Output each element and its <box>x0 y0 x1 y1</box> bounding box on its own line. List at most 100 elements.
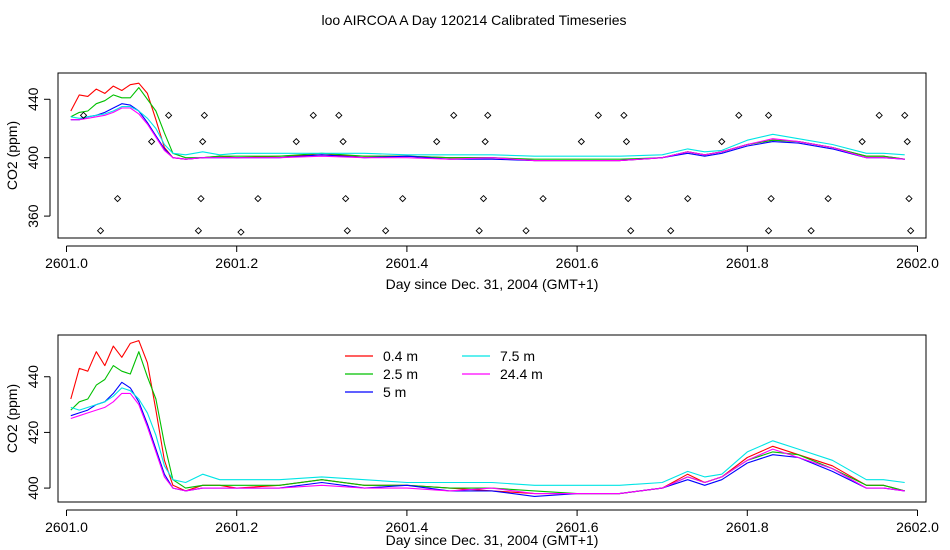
data-point-diamond <box>335 111 343 119</box>
x-tick-label: 2601.0 <box>45 255 88 271</box>
data-point-diamond <box>197 194 205 203</box>
data-point-diamond <box>718 137 726 146</box>
data-point-diamond <box>194 227 203 235</box>
data-point-diamond <box>475 227 483 235</box>
data-point-diamond <box>237 228 245 236</box>
data-point-diamond <box>341 194 350 203</box>
data-point-diamond <box>764 111 773 119</box>
data-point-diamond <box>735 111 743 119</box>
data-point-diamond <box>824 194 832 203</box>
y-axis-label: CO2 (ppm) <box>4 384 20 453</box>
y-axis: 360 400 440 <box>25 87 51 228</box>
data-point-diamond <box>764 227 773 235</box>
data-point-diamond <box>767 194 775 203</box>
data-series <box>70 392 905 495</box>
data-point-diamond <box>622 137 631 146</box>
data-point-diamond <box>292 137 300 146</box>
plot-area-box <box>57 72 927 239</box>
data-point-diamond <box>484 111 492 119</box>
series-line <box>70 387 905 486</box>
data-point-diamond <box>901 111 909 119</box>
data-point-diamond <box>254 194 262 203</box>
x-axis-label: Day since Dec. 31, 2004 (GMT+1) <box>386 532 599 548</box>
legend-label: 0.4 m <box>383 348 418 364</box>
x-tick-label: 2601.0 <box>45 519 88 535</box>
x-tick-label: 2602.0 <box>896 255 939 271</box>
data-point-diamond <box>539 194 547 203</box>
data-point-diamond <box>309 111 317 119</box>
series-line <box>70 107 905 162</box>
data-series <box>70 351 905 495</box>
legend-label: 24.4 m <box>500 366 543 382</box>
data-point-diamond <box>481 137 489 146</box>
y-tick-label: 360 <box>25 204 41 228</box>
data-point-diamond <box>905 194 913 203</box>
data-series <box>70 381 905 497</box>
data-point-diamond <box>96 227 105 235</box>
series-line <box>70 82 905 162</box>
data-point-diamond <box>522 227 530 235</box>
series-line <box>70 392 905 495</box>
data-point-diamond <box>339 137 347 146</box>
data-point-diamond <box>807 227 815 235</box>
data-point-diamond <box>903 137 911 146</box>
figure-title: loo AIRCOA A Day 120214 Calibrated Times… <box>321 12 626 28</box>
series-line <box>70 106 905 157</box>
series-line <box>70 351 905 495</box>
legend-label: 5 m <box>383 384 406 400</box>
data-series <box>70 87 905 160</box>
y-tick-label: 440 <box>25 87 41 111</box>
x-tick-label: 2601.8 <box>726 519 769 535</box>
data-point-diamond <box>450 111 458 119</box>
data-point-diamond <box>684 194 692 203</box>
x-axis: 2601.0 2601.2 2601.4 2601.6 2601.8 2602.0 <box>45 245 939 271</box>
series-line <box>70 87 905 160</box>
data-series <box>70 107 905 162</box>
data-point-diamond <box>433 137 441 146</box>
data-point-diamond <box>200 111 209 119</box>
data-series <box>70 340 905 495</box>
data-series <box>70 103 905 162</box>
data-point-diamond <box>627 227 635 235</box>
x-tick-label: 2601.8 <box>726 255 769 271</box>
data-series <box>70 82 905 162</box>
data-point-diamond <box>164 111 173 119</box>
x-tick-label: 2601.4 <box>385 255 428 271</box>
y-axis-label: CO2 (ppm) <box>4 121 20 190</box>
data-series <box>70 387 905 486</box>
data-point-diamond <box>624 194 632 203</box>
data-point-diamond <box>147 137 156 146</box>
y-tick-label: 440 <box>25 365 41 389</box>
data-point-diamond <box>667 227 675 235</box>
data-point-diamond <box>381 227 390 235</box>
series-line <box>70 103 905 162</box>
data-point-diamond <box>858 137 866 146</box>
x-tick-label: 2601.2 <box>215 255 258 271</box>
data-point-diamond <box>479 194 488 203</box>
x-axis: 2601.0 2601.2 2601.4 2601.6 2601.8 2602.0 <box>45 509 939 535</box>
x-tick-label: 2601.6 <box>556 519 599 535</box>
data-point-diamond <box>79 111 88 119</box>
data-point-diamond <box>875 111 883 119</box>
plot-area-box <box>57 334 927 503</box>
y-tick-label: 420 <box>25 421 41 445</box>
data-point-diamond <box>199 137 207 146</box>
data-point-diamond <box>594 111 603 119</box>
x-tick-label: 2601.4 <box>385 519 428 535</box>
y-axis: 400 420 440 <box>25 365 51 500</box>
chart-panel-bottom: Day since Dec. 31, 2004 (GMT+1) CO2 (ppm… <box>4 334 939 548</box>
legend: 0.4 m 2.5 m 5 m 7.5 m 24.4 m <box>345 348 543 400</box>
data-series <box>70 106 905 157</box>
y-tick-label: 400 <box>25 146 41 170</box>
data-point-diamond <box>907 227 915 235</box>
chart-panel-top: Day since Dec. 31, 2004 (GMT+1) CO2 (ppm… <box>4 72 939 292</box>
legend-label: 2.5 m <box>383 366 418 382</box>
data-point-diamond <box>113 194 122 203</box>
x-tick-label: 2601.2 <box>215 519 258 535</box>
y-tick-label: 400 <box>25 476 41 500</box>
legend-label: 7.5 m <box>500 348 535 364</box>
x-axis-label: Day since Dec. 31, 2004 (GMT+1) <box>386 276 599 292</box>
series-line <box>70 381 905 497</box>
x-tick-label: 2602.0 <box>896 519 939 535</box>
data-point-diamond <box>577 137 585 146</box>
